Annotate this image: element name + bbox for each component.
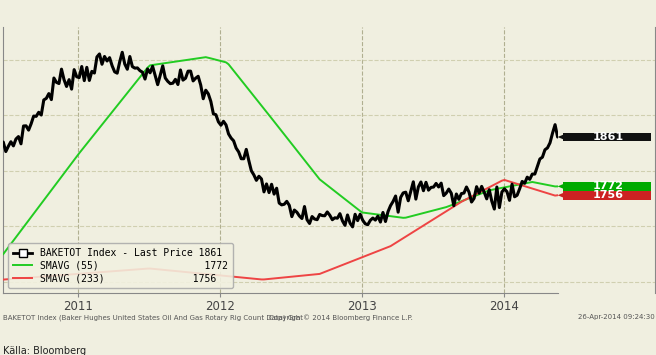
Text: 1756: 1756 bbox=[592, 190, 624, 200]
Polygon shape bbox=[558, 183, 565, 190]
Text: 1772: 1772 bbox=[592, 181, 624, 191]
FancyBboxPatch shape bbox=[564, 191, 651, 200]
Text: Källa: Bloomberg: Källa: Bloomberg bbox=[3, 346, 87, 355]
Legend: BAKETOT Index - Last Price 1861, SMAVG (55)                  1772, SMAVG (233)  : BAKETOT Index - Last Price 1861, SMAVG (… bbox=[8, 244, 233, 288]
Text: 26-Apr-2014 09:24:30: 26-Apr-2014 09:24:30 bbox=[578, 314, 655, 320]
Text: Copyright© 2014 Bloomberg Finance L.P.: Copyright© 2014 Bloomberg Finance L.P. bbox=[269, 314, 413, 321]
FancyBboxPatch shape bbox=[564, 182, 651, 191]
Text: 1861: 1861 bbox=[592, 132, 624, 142]
Polygon shape bbox=[558, 134, 565, 140]
Text: BAKETOT Index (Baker Hughes United States Oil And Gas Rotary Rig Count Data) Gra: BAKETOT Index (Baker Hughes United State… bbox=[3, 314, 300, 321]
FancyBboxPatch shape bbox=[564, 133, 651, 141]
Polygon shape bbox=[558, 192, 565, 198]
